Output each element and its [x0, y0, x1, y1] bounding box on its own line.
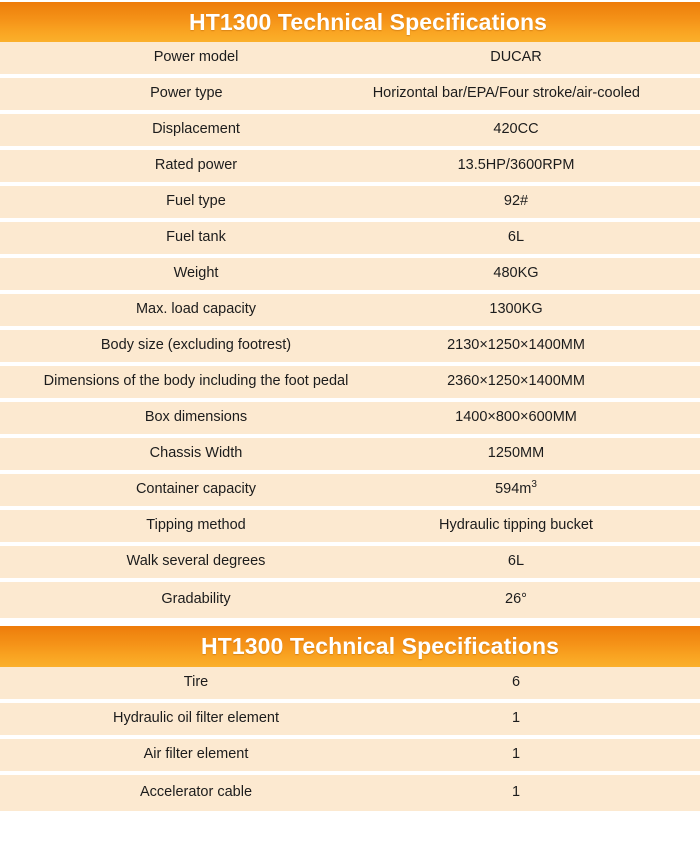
spec-table: Power model DUCAR Power type Horizontal bar…	[0, 42, 700, 618]
spec-value: 1250MM	[487, 445, 545, 462]
spec-label: Rated power	[154, 157, 238, 174]
spec-value: 1400×800×600MM	[455, 409, 577, 426]
spec-label: Container capacity	[135, 481, 257, 498]
spec-label: Walk several degrees	[126, 553, 266, 570]
spec-value: 594m3	[495, 479, 537, 498]
spec-value: Horizontal bar/EPA/Four stroke/air-coole…	[372, 85, 640, 102]
spec-value: 480KG	[493, 265, 539, 282]
spec-label: Fuel type	[166, 193, 226, 210]
table-row: Dimensions of the body including the foo…	[0, 366, 700, 402]
spec-label: Power type	[150, 85, 223, 102]
section-gap	[0, 618, 700, 626]
table-row: Air filter element 1	[0, 739, 700, 775]
spec-label: Body size (excluding footrest)	[100, 337, 292, 354]
table-row: Tipping method Hydraulic tipping bucket	[0, 510, 700, 546]
spec-label: Dimensions of the body including the foo…	[43, 373, 349, 390]
spec-table: Tire 6 Hydraulic oil filter element 1 Air fi…	[0, 667, 700, 811]
spec-value: DUCAR	[490, 49, 542, 66]
spec-value: 420CC	[493, 121, 539, 138]
table-row: Tire 6	[0, 667, 700, 703]
section-title: HT1300 Technical Specifications	[188, 8, 548, 35]
spec-value: 26°	[505, 591, 527, 608]
spec-value: 6L	[507, 553, 525, 570]
spec-label: Tipping method	[146, 517, 246, 534]
spec-value: 1	[511, 710, 521, 727]
table-row: Chassis Width 1250MM	[0, 438, 700, 474]
superscript-three: 3	[531, 479, 537, 491]
spec-label: Max. load capacity	[135, 301, 257, 318]
spec-value: 2130×1250×1400MM	[447, 337, 585, 354]
spec-label: Fuel tank	[166, 229, 226, 246]
spec-label: Displacement	[152, 121, 240, 138]
table-row: Gradability 26°	[0, 582, 700, 618]
spec-value: 92#	[503, 193, 529, 210]
spec-label: Box dimensions	[144, 409, 248, 426]
spec-value: 1	[511, 784, 521, 801]
table-row: Fuel type 92#	[0, 186, 700, 222]
sections-container: HT1300 Technical Specifications Power mod…	[0, 2, 700, 811]
bottom-white-strip	[0, 811, 700, 829]
table-row: Accelerator cable 1	[0, 775, 700, 811]
section-title: HT1300 Technical Specifications	[200, 633, 560, 659]
spec-value: 6L	[507, 229, 525, 246]
spec-label: Tire	[183, 674, 209, 691]
spec-value: 1300KG	[489, 301, 543, 318]
table-row: Rated power 13.5HP/3600RPM	[0, 150, 700, 186]
table-row: Fuel tank 6L	[0, 222, 700, 258]
spec-label: Hydraulic oil filter element	[112, 710, 279, 727]
spec-label: Accelerator cable	[139, 784, 253, 801]
section-header-banner: HT1300 Technical Specifications	[0, 626, 700, 667]
table-row: Max. load capacity 1300KG	[0, 294, 700, 330]
table-row: Box dimensions 1400×800×600MM	[0, 402, 700, 438]
table-row: Body size (excluding footrest) 2130×1250×…	[0, 330, 700, 366]
table-row: Displacement 420CC	[0, 114, 700, 150]
top-white-strip	[0, 0, 700, 2]
table-row: Container capacity 594m3	[0, 474, 700, 510]
table-row: Hydraulic oil filter element 1	[0, 703, 700, 739]
spec-value: 6	[511, 674, 521, 691]
section-header-banner: HT1300 Technical Specifications	[0, 2, 700, 42]
table-row: Walk several degrees 6L	[0, 546, 700, 582]
spec-value: Hydraulic tipping bucket	[439, 517, 593, 534]
table-row: Power model DUCAR	[0, 42, 700, 78]
spec-label: Gradability	[161, 591, 231, 608]
table-row: Power type Horizontal bar/EPA/Four stroke…	[0, 78, 700, 114]
spec-label: Chassis Width	[149, 445, 243, 462]
table-row: Weight 480KG	[0, 258, 700, 294]
spec-label: Power model	[153, 49, 239, 66]
spec-label: Weight	[173, 265, 219, 282]
spec-value: 2360×1250×1400MM	[447, 373, 585, 390]
spec-value: 1	[511, 746, 521, 763]
spec-value: 13.5HP/3600RPM	[457, 157, 575, 174]
spec-label: Air filter element	[143, 746, 249, 763]
